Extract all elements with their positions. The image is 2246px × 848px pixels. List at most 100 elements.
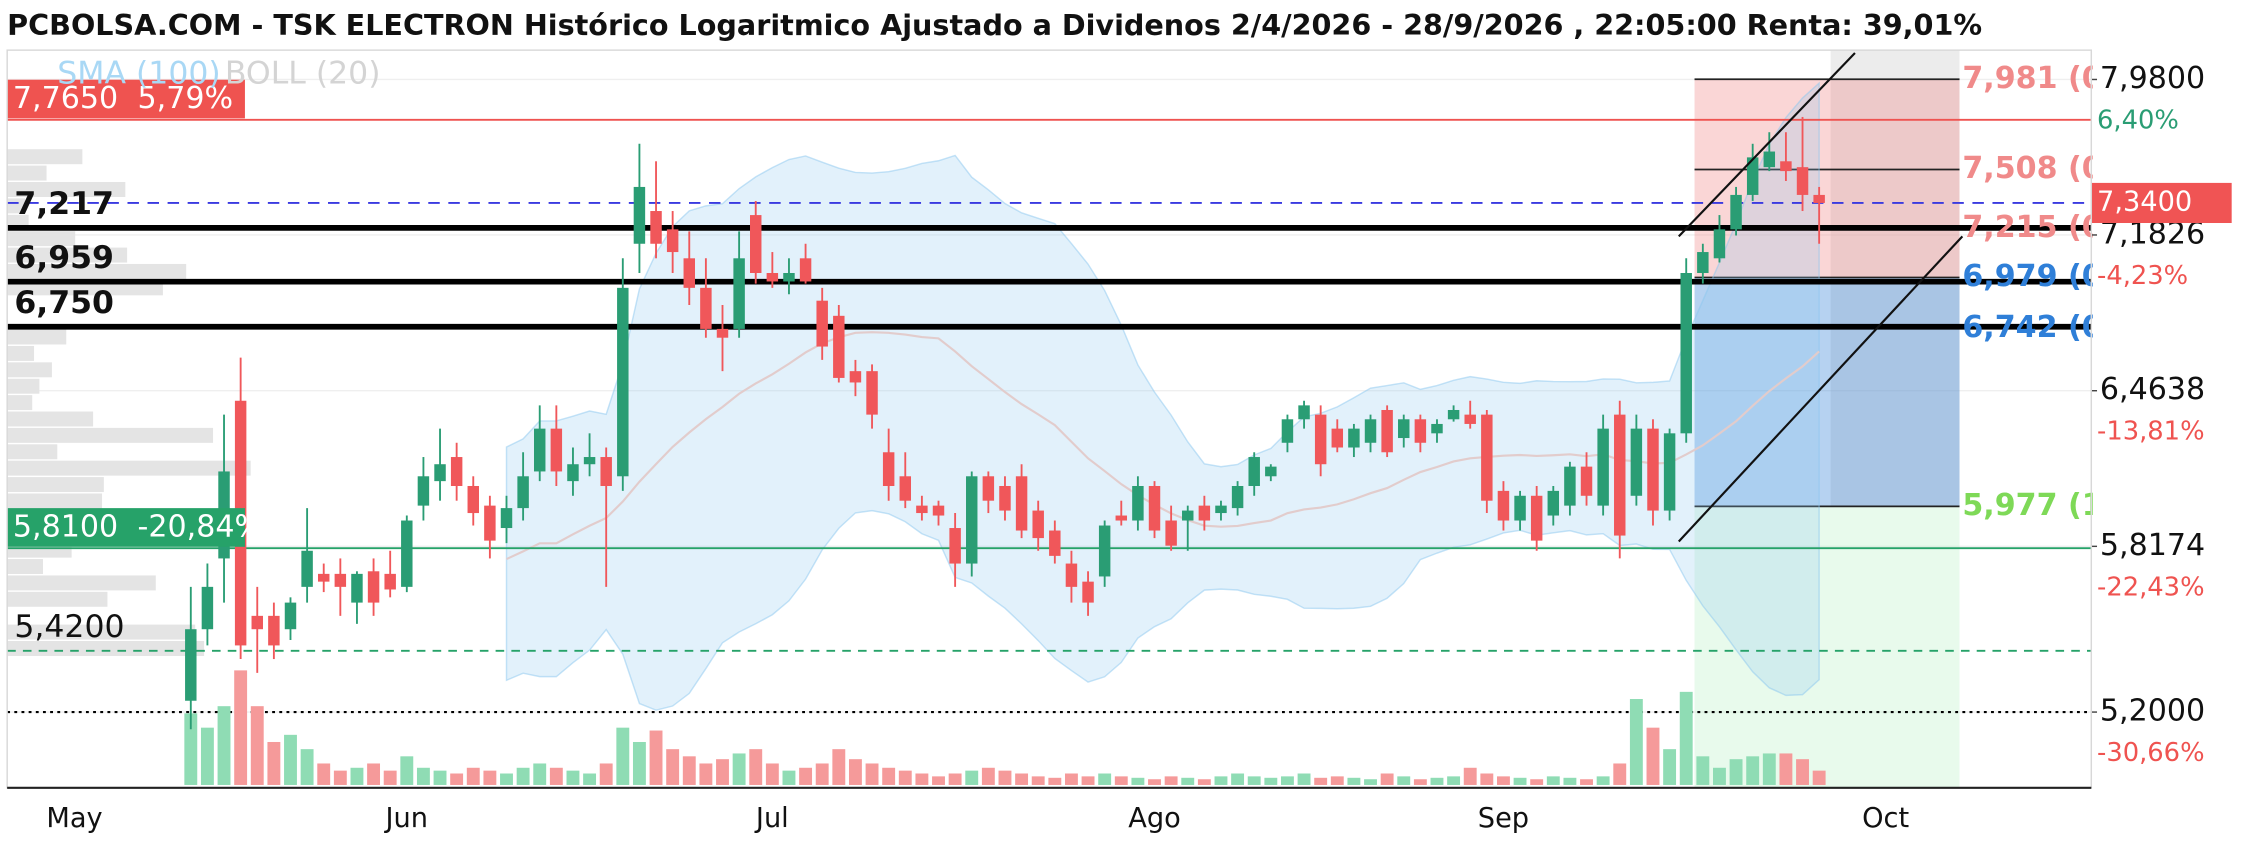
volume-bar bbox=[948, 773, 962, 785]
candle-body bbox=[1065, 563, 1078, 587]
volume-bar bbox=[1513, 777, 1527, 785]
candle-body bbox=[1746, 157, 1759, 195]
level-label: 7,7650 bbox=[13, 81, 118, 116]
last-price-label: 7,3400 bbox=[2097, 186, 2192, 217]
candle-body bbox=[882, 452, 895, 486]
x-tick-label: Jul bbox=[754, 803, 789, 834]
volume-profile-bar bbox=[7, 247, 128, 263]
fib-zone-below bbox=[1694, 506, 1960, 788]
candle-body bbox=[1663, 433, 1676, 511]
volume-profile-bar bbox=[7, 591, 108, 607]
volume-bar bbox=[932, 776, 945, 785]
y-tick-label: 6,4638 bbox=[2100, 372, 2205, 407]
volume-bar bbox=[799, 767, 813, 785]
volume-profile-bar bbox=[7, 182, 126, 197]
volume-bar bbox=[184, 713, 198, 785]
volume-profile-bar bbox=[7, 641, 205, 656]
volume-bar bbox=[466, 767, 480, 785]
y-tick-change: -22,43% bbox=[2097, 572, 2205, 602]
volume-bar bbox=[1247, 776, 1261, 785]
volume-bar bbox=[1064, 773, 1078, 785]
volume-bar bbox=[1746, 756, 1760, 785]
volume-bar bbox=[682, 756, 696, 785]
level-label: 6,959 bbox=[14, 240, 114, 276]
volume-profile-bar bbox=[7, 493, 103, 509]
volume-profile-bar bbox=[7, 460, 251, 476]
volume-bar bbox=[1696, 756, 1710, 785]
volume-bar bbox=[732, 753, 746, 785]
volume-bar bbox=[1546, 776, 1560, 785]
candle-body bbox=[1215, 505, 1227, 514]
candle-body bbox=[949, 528, 961, 564]
y-tick-label: 5,8174 bbox=[2100, 528, 2205, 563]
candle-body bbox=[716, 328, 729, 338]
candle-body bbox=[251, 615, 263, 630]
fib-label: 7,215 (0 bbox=[1962, 210, 2102, 245]
candle-body bbox=[1364, 419, 1377, 443]
candle-body bbox=[1597, 428, 1609, 506]
x-tick-label: Oct bbox=[1862, 803, 1909, 834]
volume-profile-bar bbox=[7, 575, 156, 591]
x-tick-label: Jun bbox=[384, 803, 429, 834]
y-tick-label: 7,9800 bbox=[2100, 61, 2205, 96]
candle-body bbox=[1265, 466, 1277, 477]
candle-body bbox=[567, 464, 579, 482]
candle-body bbox=[1547, 490, 1560, 516]
volume-bar bbox=[1796, 759, 1809, 785]
volume-bar bbox=[865, 763, 879, 785]
candle-body bbox=[1647, 428, 1659, 511]
candle-body bbox=[1497, 490, 1510, 521]
y-tick-change: -4,23% bbox=[2097, 261, 2188, 291]
candle-body bbox=[301, 550, 313, 587]
volume-bar bbox=[234, 670, 248, 785]
y-axis-panel bbox=[2092, 0, 2246, 848]
candle-body bbox=[1763, 151, 1776, 168]
volume-bar bbox=[815, 763, 829, 785]
candle-body bbox=[1431, 423, 1443, 434]
volume-bar bbox=[1114, 776, 1128, 785]
volume-bar bbox=[1679, 691, 1693, 785]
candle-body bbox=[1414, 419, 1427, 443]
level-label-box bbox=[7, 79, 245, 119]
volume-bar bbox=[483, 770, 497, 785]
volume-bar bbox=[1148, 779, 1161, 785]
candle-body bbox=[583, 457, 596, 465]
candle-body bbox=[1248, 457, 1260, 486]
volume-bar bbox=[882, 767, 896, 785]
volume-bar bbox=[1081, 776, 1095, 785]
fib-label: 6,742 (0 bbox=[1962, 310, 2102, 345]
candle-body bbox=[982, 476, 995, 501]
candle-body bbox=[1464, 414, 1476, 424]
level-label: 7,217 bbox=[14, 186, 114, 222]
candle-body bbox=[201, 586, 214, 630]
volume-bar bbox=[1613, 763, 1627, 785]
candle-body bbox=[1198, 505, 1211, 521]
volume-bar bbox=[1413, 779, 1427, 785]
volume-bar bbox=[400, 756, 414, 785]
volume-bar bbox=[333, 770, 347, 785]
volume-bar bbox=[317, 763, 331, 785]
candle-body bbox=[683, 258, 695, 288]
volume-bar bbox=[1231, 773, 1245, 785]
volume-profile-bar bbox=[7, 378, 40, 394]
candle-body bbox=[1381, 409, 1393, 453]
candle-body bbox=[1348, 428, 1360, 448]
fib-label: 6,979 (0 bbox=[1962, 259, 2102, 294]
volume-bar bbox=[1762, 753, 1776, 785]
candle-body bbox=[766, 273, 779, 282]
candle-body bbox=[1298, 405, 1310, 420]
volume-bar bbox=[965, 770, 979, 785]
volume-bar bbox=[1563, 777, 1577, 785]
volume-profile-bar bbox=[7, 329, 67, 345]
candle-body bbox=[866, 371, 878, 415]
fib-zone bbox=[1694, 228, 1960, 278]
channel-line bbox=[1677, 235, 1964, 543]
label-layer: 7,7650 5,79% 7,217 6,959 6,750 5,8100 -20,84% 5… bbox=[7, 0, 2246, 848]
volume-profile-bar bbox=[7, 149, 83, 165]
volume-profile-bar bbox=[7, 165, 47, 181]
candle-body bbox=[417, 476, 430, 506]
volume-bar bbox=[1447, 776, 1461, 785]
level-change: -20,84% bbox=[138, 510, 264, 545]
candle-body bbox=[517, 476, 529, 509]
volume-profile-bar bbox=[7, 395, 33, 411]
